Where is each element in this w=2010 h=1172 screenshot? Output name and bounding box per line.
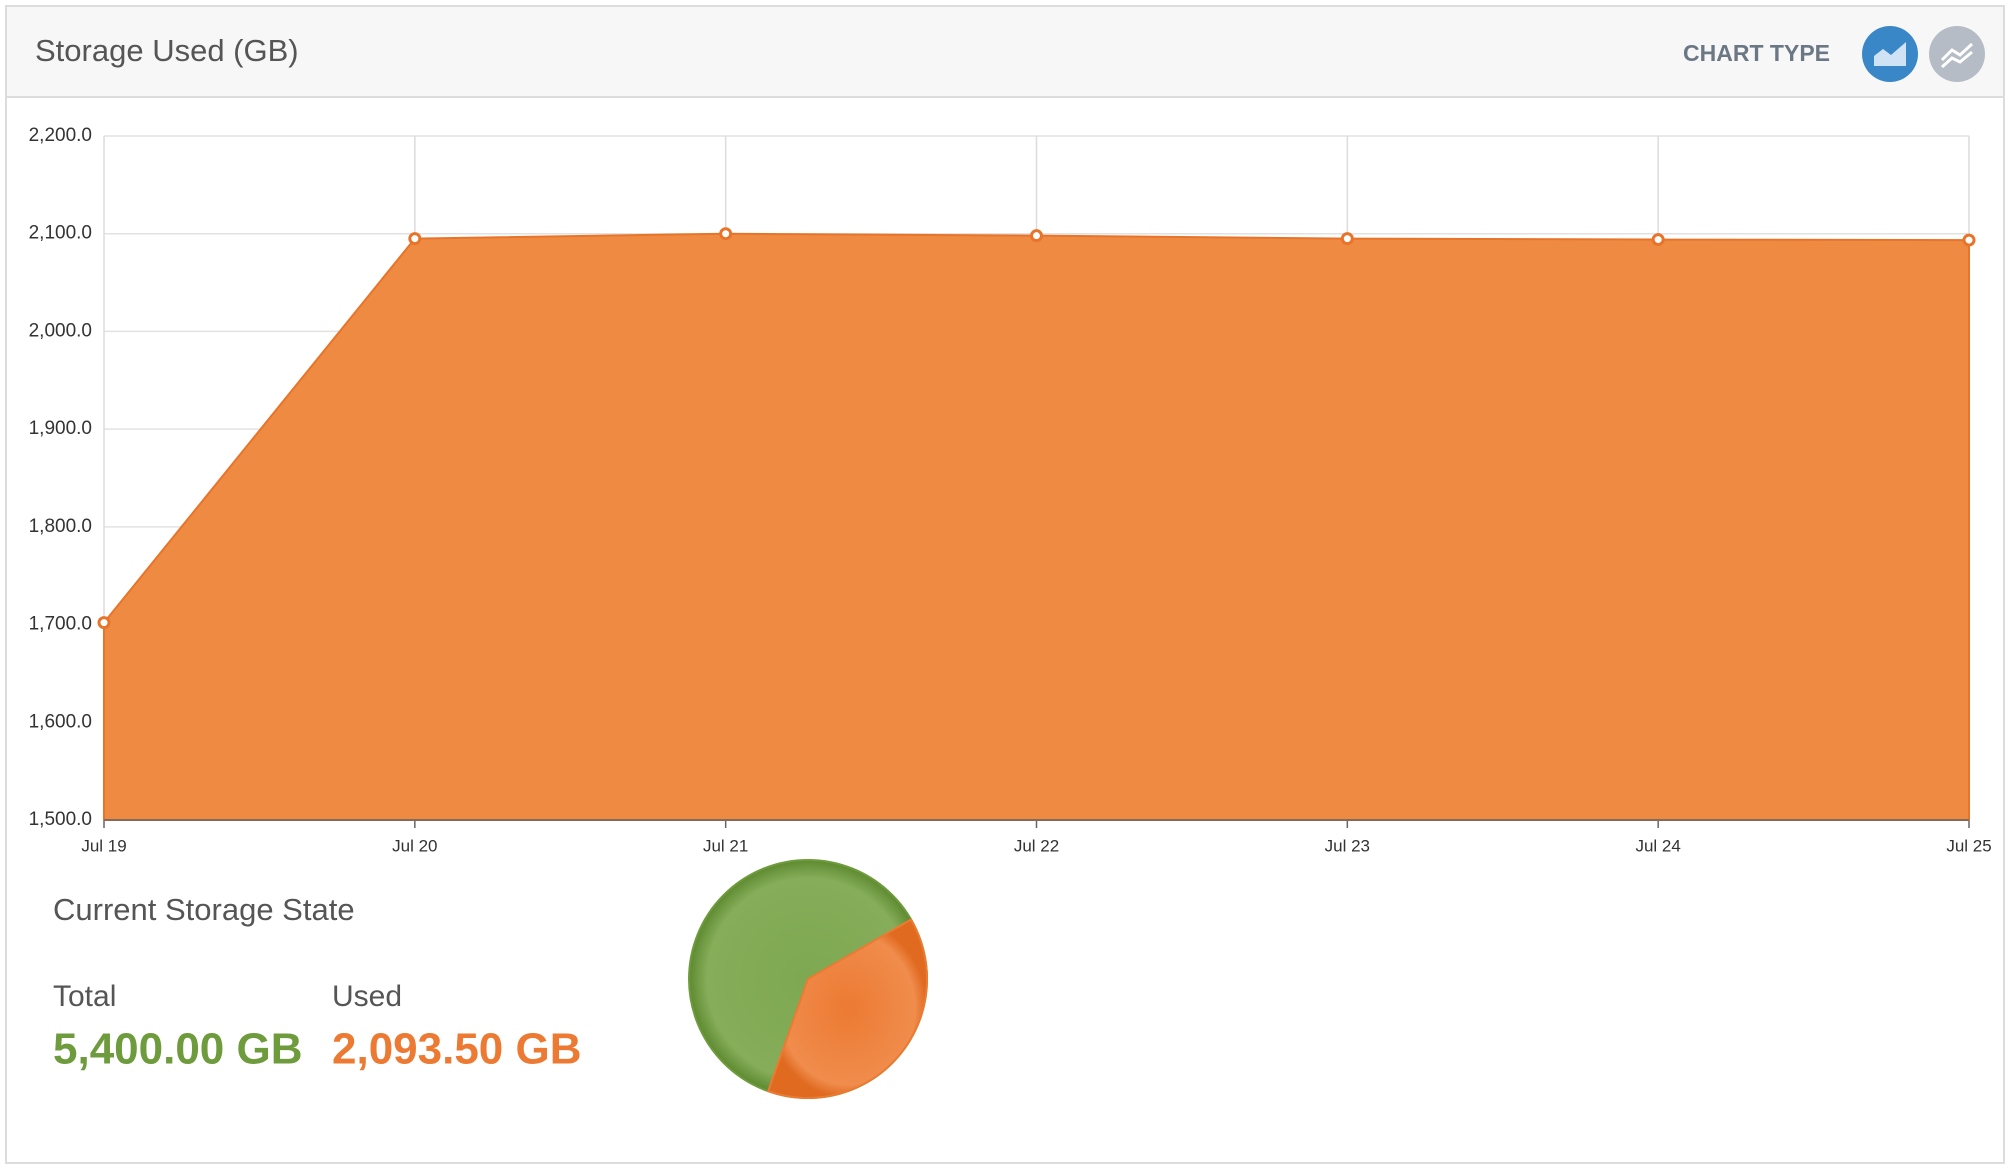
- y-tick-label: 1,500.0: [29, 809, 92, 830]
- card-title: Storage Used (GB): [35, 33, 299, 68]
- chart-type-label: CHART TYPE: [1683, 40, 1830, 66]
- data-point: [1962, 233, 1976, 247]
- stat-value: 5,400.00 GB: [53, 1025, 303, 1074]
- x-tick-label: Jul 25: [1946, 836, 1991, 855]
- data-point: [1340, 232, 1354, 246]
- x-tick-label: Jul 19: [81, 836, 126, 855]
- pie-used: [766, 918, 928, 1099]
- y-tick-label: 2,000.0: [29, 320, 92, 341]
- line-chart-button[interactable]: [1929, 26, 1985, 82]
- stat-label: Total: [53, 980, 116, 1013]
- card-header: [7, 7, 2003, 97]
- x-tick-label: Jul 23: [1325, 836, 1370, 855]
- area: [103, 232, 1970, 821]
- x-tick-label: Jul 22: [1014, 836, 1059, 855]
- y-tick-label: 2,200.0: [29, 125, 92, 146]
- area-chart-button[interactable]: [1862, 26, 1918, 82]
- data-point: [1030, 229, 1043, 243]
- y-tick-label: 1,800.0: [29, 516, 92, 537]
- y-tick-label: 1,700.0: [29, 614, 92, 635]
- data-point: [408, 232, 422, 246]
- data-point: [97, 616, 111, 630]
- x-tick-label: Jul 21: [703, 836, 748, 855]
- x-tick-label: Jul 20: [392, 836, 437, 855]
- stat-label: Used: [332, 980, 402, 1013]
- y-tick-label: 1,600.0: [29, 711, 92, 732]
- stat-value: 2,093.50 GB: [332, 1025, 582, 1074]
- data-point: [719, 227, 733, 241]
- x-tick-label: Jul 24: [1635, 836, 1680, 855]
- y-tick-label: 2,100.0: [29, 223, 92, 244]
- y-tick-label: 1,900.0: [29, 418, 92, 439]
- data-point: [1651, 233, 1665, 247]
- storage-state-title: Current Storage State: [53, 892, 355, 927]
